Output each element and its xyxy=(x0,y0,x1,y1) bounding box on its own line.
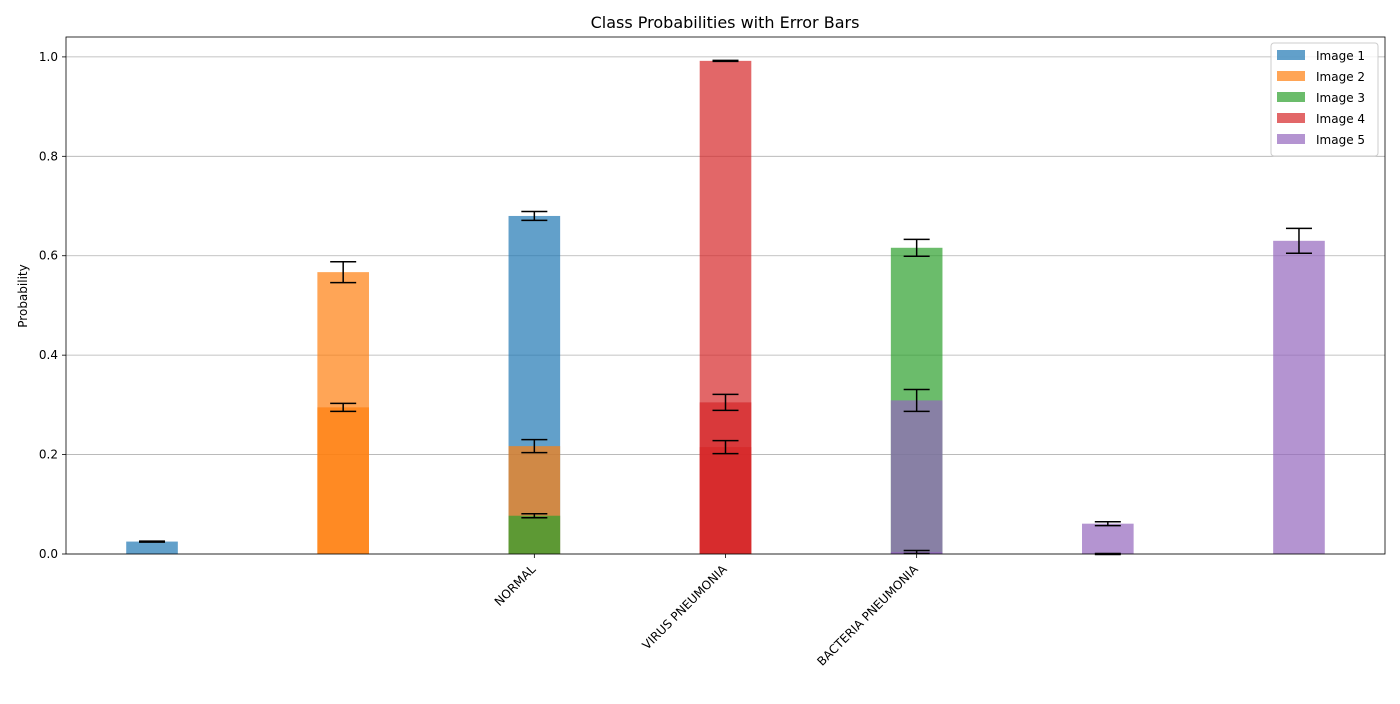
legend-label: Image 2 xyxy=(1316,70,1365,84)
y-tick-label: 0.8 xyxy=(39,149,58,163)
legend-swatch xyxy=(1277,92,1305,102)
bar xyxy=(126,541,178,554)
legend-swatch xyxy=(1277,50,1305,60)
legend-label: Image 3 xyxy=(1316,91,1365,105)
x-tick-label: VIRUS PNEUMONIA xyxy=(640,562,731,653)
bar xyxy=(699,447,752,554)
legend-label: Image 5 xyxy=(1316,133,1365,147)
legend-label: Image 4 xyxy=(1316,112,1365,126)
y-tick-label: 0.0 xyxy=(39,547,58,561)
y-tick-label: 0.2 xyxy=(39,448,58,462)
chart-title: Class Probabilities with Error Bars xyxy=(591,13,860,32)
y-tick-label: 0.4 xyxy=(39,348,58,362)
x-tick-label: BACTERIA PNEUMONIA xyxy=(814,562,921,669)
y-tick-label: 0.6 xyxy=(39,249,58,263)
error-bars xyxy=(139,59,1312,556)
bar xyxy=(1273,240,1325,554)
bars xyxy=(126,60,1325,554)
legend-swatch xyxy=(1277,134,1305,144)
y-tick-label: 1.0 xyxy=(39,50,58,64)
bar xyxy=(508,515,561,554)
x-tick-label: NORMAL xyxy=(492,562,539,609)
legend-label: Image 1 xyxy=(1316,49,1365,63)
y-axis-label: Probability xyxy=(16,264,30,327)
legend: Image 1 Image 2 Image 3 Image 4 Image 5 xyxy=(1270,42,1379,157)
bar xyxy=(1082,523,1134,554)
bar xyxy=(890,400,943,554)
bar xyxy=(317,407,369,554)
legend-swatch xyxy=(1277,113,1305,123)
legend-swatch xyxy=(1277,71,1305,81)
